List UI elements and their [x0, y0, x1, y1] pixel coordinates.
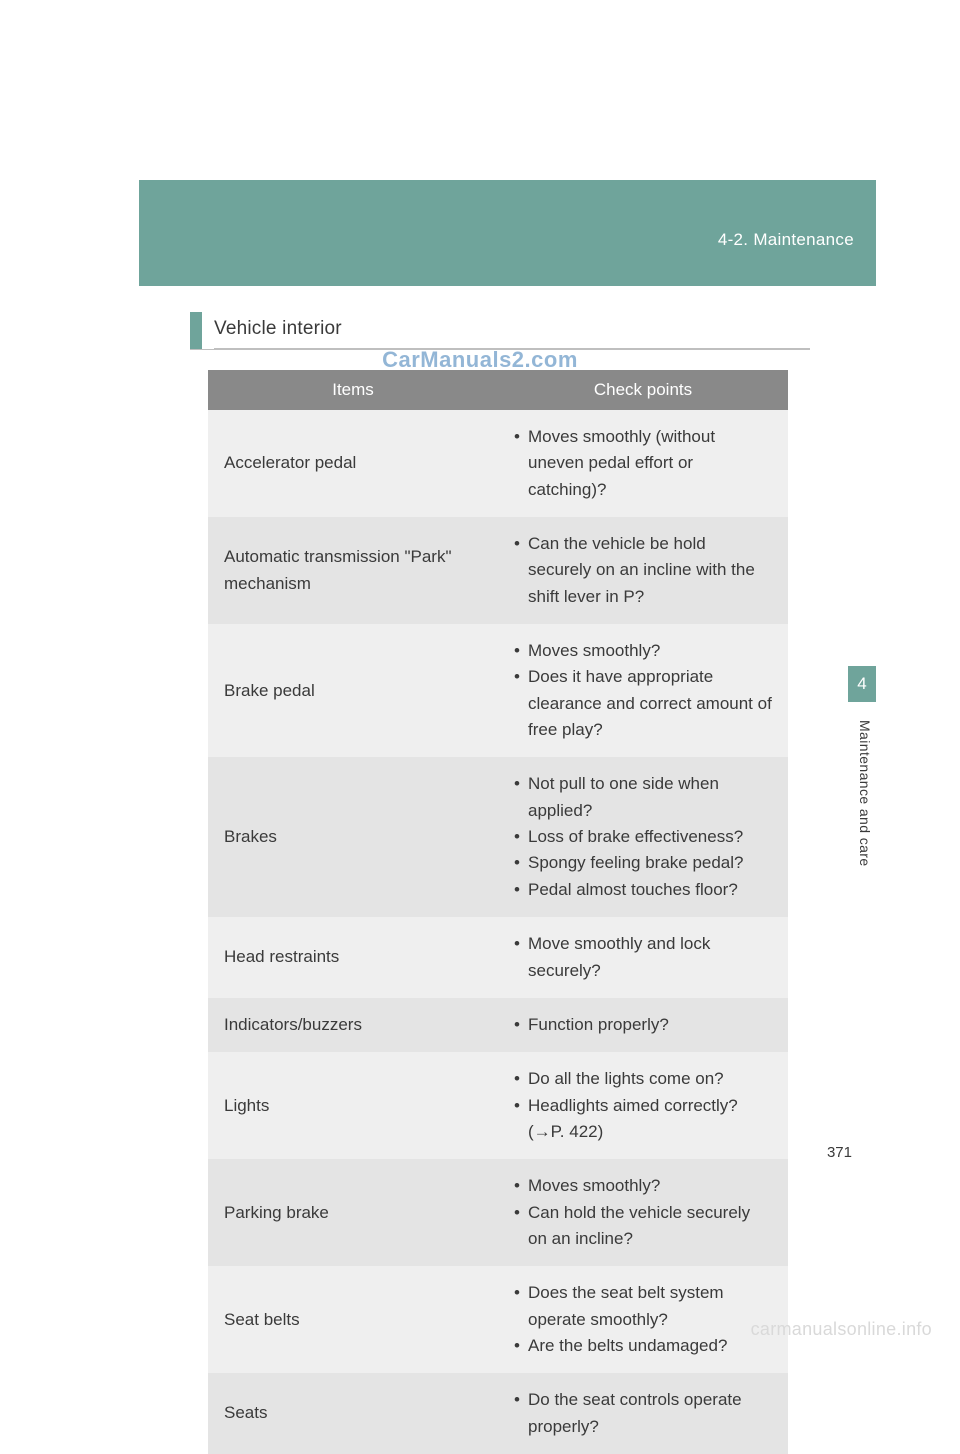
item-cell: Brake pedal — [208, 624, 498, 757]
point-item: Spongy feeling brake pedal? — [514, 850, 772, 876]
point-item: Pedal almost touches floor? — [514, 877, 772, 903]
table-row: Automatic transmission "Park" mechanismC… — [208, 517, 788, 624]
points-cell: Moves smoothly?Can hold the vehicle secu… — [498, 1159, 788, 1266]
table-row: Seats Do the seat controls operate proper… — [208, 1373, 788, 1454]
point-item: Moves smoothly (without uneven pedal eff… — [514, 424, 772, 503]
points-list: Can the vehicle be hold securely on an i… — [514, 531, 772, 610]
table-row: Parking brakeMoves smoothly?Can hold the… — [208, 1159, 788, 1266]
item-cell: Accelerator pedal — [208, 410, 498, 517]
points-cell: Moves smoothly?Does it have appropriate … — [498, 624, 788, 757]
page-number: 371 — [827, 1144, 852, 1161]
point-item: Can the vehicle be hold securely on an i… — [514, 531, 772, 610]
point-item: Does the seat belt system operate smooth… — [514, 1280, 772, 1333]
item-cell: Lights — [208, 1052, 498, 1159]
item-cell: Automatic transmission "Park" mechanism — [208, 517, 498, 624]
points-cell: Can the vehicle be hold securely on an i… — [498, 517, 788, 624]
item-cell: Head restraints — [208, 917, 498, 998]
table-body: Accelerator pedalMoves smoothly (without… — [208, 410, 788, 1454]
header-band: 4-2. Maintenance — [139, 180, 876, 286]
points-list: Moves smoothly?Does it have appropriate … — [514, 638, 772, 743]
chapter-side-label: Maintenance and care — [857, 720, 873, 867]
item-cell: Seats — [208, 1373, 498, 1454]
points-cell: Do all the lights come on?Headlights aim… — [498, 1052, 788, 1159]
point-item: Can hold the vehicle securely on an incl… — [514, 1200, 772, 1253]
chapter-tab: 4 — [848, 666, 876, 702]
point-item: Move smoothly and lock securely? — [514, 931, 772, 984]
breadcrumb: 4-2. Maintenance — [718, 230, 854, 250]
point-item: Moves smoothly? — [514, 638, 772, 664]
item-cell: Seat belts — [208, 1266, 498, 1373]
point-item: Are the belts undamaged? — [514, 1333, 772, 1359]
col-header-points: Check points — [498, 370, 788, 410]
points-cell: Do the seat controls operate properly? — [498, 1373, 788, 1454]
section-heading: Vehicle interior — [190, 312, 810, 350]
points-list: Do the seat controls operate properly? — [514, 1387, 772, 1440]
point-item: Not pull to one side when applied? — [514, 771, 772, 824]
point-item: Moves smoothly? — [514, 1173, 772, 1199]
heading-bar — [190, 312, 202, 349]
table-row: Seat belts Does the seat belt system oper… — [208, 1266, 788, 1373]
point-item: Headlights aimed correctly? (→P. 422) — [514, 1093, 772, 1146]
points-list: Moves smoothly (without uneven pedal eff… — [514, 424, 772, 503]
points-list: Does the seat belt system operate smooth… — [514, 1280, 772, 1359]
points-cell: Moves smoothly (without uneven pedal eff… — [498, 410, 788, 517]
points-cell: Does the seat belt system operate smooth… — [498, 1266, 788, 1373]
table-header-row: Items Check points — [208, 370, 788, 410]
point-item: Loss of brake effectiveness? — [514, 824, 772, 850]
section-title: Vehicle interior — [214, 312, 810, 349]
points-list: Moves smoothly?Can hold the vehicle secu… — [514, 1173, 772, 1252]
table-row: Head restraints Move smoothly and lock se… — [208, 917, 788, 998]
points-cell: Not pull to one side when applied?Loss o… — [498, 757, 788, 917]
main-content: Vehicle interior Items Check points Acce… — [190, 312, 810, 1454]
footer-watermark: carmanualsonline.info — [751, 1319, 932, 1340]
check-table: Items Check points Accelerator pedalMove… — [208, 370, 788, 1454]
points-list: Function properly? — [514, 1012, 772, 1038]
point-item: Function properly? — [514, 1012, 772, 1038]
point-item: Does it have appropriate clearance and c… — [514, 664, 772, 743]
points-list: Not pull to one side when applied?Loss o… — [514, 771, 772, 903]
point-item: Do all the lights come on? — [514, 1066, 772, 1092]
item-cell: Brakes — [208, 757, 498, 917]
table-row: Indicators/buzzers Function properly? — [208, 998, 788, 1052]
item-cell: Indicators/buzzers — [208, 998, 498, 1052]
table-row: Accelerator pedalMoves smoothly (without… — [208, 410, 788, 517]
point-item: Do the seat controls operate properly? — [514, 1387, 772, 1440]
table-row: Brake pedalMoves smoothly?Does it have a… — [208, 624, 788, 757]
points-cell: Function properly? — [498, 998, 788, 1052]
points-cell: Move smoothly and lock securely? — [498, 917, 788, 998]
points-list: Move smoothly and lock securely? — [514, 931, 772, 984]
points-list: Do all the lights come on?Headlights aim… — [514, 1066, 772, 1145]
col-header-items: Items — [208, 370, 498, 410]
item-cell: Parking brake — [208, 1159, 498, 1266]
table-row: BrakesNot pull to one side when applied?… — [208, 757, 788, 917]
table-row: LightsDo all the lights come on?Headligh… — [208, 1052, 788, 1159]
